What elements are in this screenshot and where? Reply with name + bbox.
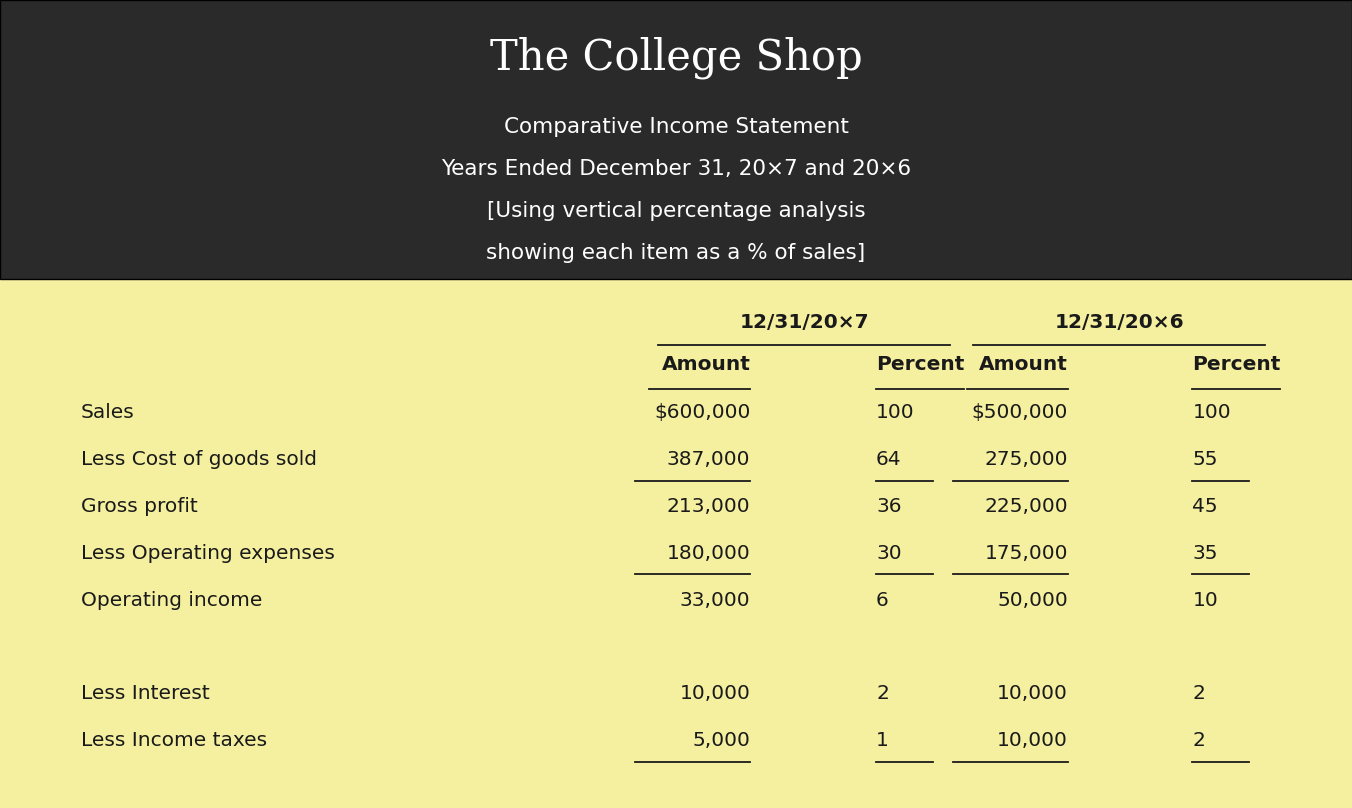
Text: Percent: Percent bbox=[1192, 355, 1280, 374]
Text: 2: 2 bbox=[876, 684, 890, 704]
Text: 36: 36 bbox=[876, 497, 902, 516]
Text: 387,000: 387,000 bbox=[667, 450, 750, 469]
Text: 2: 2 bbox=[1192, 684, 1206, 704]
Text: 180,000: 180,000 bbox=[667, 544, 750, 563]
Text: [Using vertical percentage analysis: [Using vertical percentage analysis bbox=[487, 201, 865, 221]
Text: Operating income: Operating income bbox=[81, 591, 262, 610]
Text: Less Income taxes: Less Income taxes bbox=[81, 731, 268, 751]
Text: 45: 45 bbox=[1192, 497, 1218, 516]
Text: 100: 100 bbox=[876, 403, 915, 423]
Text: 30: 30 bbox=[876, 544, 902, 563]
Text: 100: 100 bbox=[1192, 403, 1232, 423]
Text: 33,000: 33,000 bbox=[680, 591, 750, 610]
Text: 50,000: 50,000 bbox=[998, 591, 1068, 610]
Text: Percent: Percent bbox=[876, 355, 964, 374]
Text: 10,000: 10,000 bbox=[998, 684, 1068, 704]
Text: showing each item as a % of sales]: showing each item as a % of sales] bbox=[487, 243, 865, 263]
Text: 225,000: 225,000 bbox=[984, 497, 1068, 516]
Text: 1: 1 bbox=[876, 731, 890, 751]
Text: Less Cost of goods sold: Less Cost of goods sold bbox=[81, 450, 318, 469]
Text: 6: 6 bbox=[876, 591, 888, 610]
Text: 5,000: 5,000 bbox=[692, 731, 750, 751]
Text: 10,000: 10,000 bbox=[680, 684, 750, 704]
Text: 2: 2 bbox=[1192, 731, 1206, 751]
Text: 275,000: 275,000 bbox=[984, 450, 1068, 469]
Text: Amount: Amount bbox=[979, 355, 1068, 374]
Text: 213,000: 213,000 bbox=[667, 497, 750, 516]
Text: Amount: Amount bbox=[661, 355, 750, 374]
Text: $600,000: $600,000 bbox=[654, 403, 750, 423]
Text: 64: 64 bbox=[876, 450, 902, 469]
Text: Gross profit: Gross profit bbox=[81, 497, 197, 516]
Text: Sales: Sales bbox=[81, 403, 135, 423]
Text: Years Ended December 31, 20×7 and 20×6: Years Ended December 31, 20×7 and 20×6 bbox=[441, 159, 911, 179]
Text: 10,000: 10,000 bbox=[998, 731, 1068, 751]
Text: Less Operating expenses: Less Operating expenses bbox=[81, 544, 335, 563]
Text: $500,000: $500,000 bbox=[972, 403, 1068, 423]
Text: 55: 55 bbox=[1192, 450, 1218, 469]
Text: 12/31/20×6: 12/31/20×6 bbox=[1055, 313, 1184, 332]
Text: Less Interest: Less Interest bbox=[81, 684, 210, 704]
Text: 35: 35 bbox=[1192, 544, 1218, 563]
Text: The College Shop: The College Shop bbox=[489, 36, 863, 79]
Text: Comparative Income Statement: Comparative Income Statement bbox=[503, 117, 849, 137]
Text: 175,000: 175,000 bbox=[984, 544, 1068, 563]
Text: 12/31/20×7: 12/31/20×7 bbox=[740, 313, 869, 332]
Text: 10: 10 bbox=[1192, 591, 1218, 610]
FancyBboxPatch shape bbox=[0, 0, 1352, 279]
